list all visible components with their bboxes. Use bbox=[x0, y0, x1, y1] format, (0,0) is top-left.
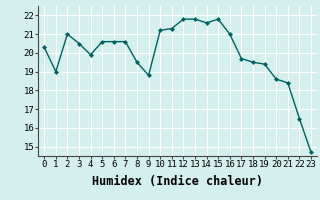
X-axis label: Humidex (Indice chaleur): Humidex (Indice chaleur) bbox=[92, 175, 263, 188]
